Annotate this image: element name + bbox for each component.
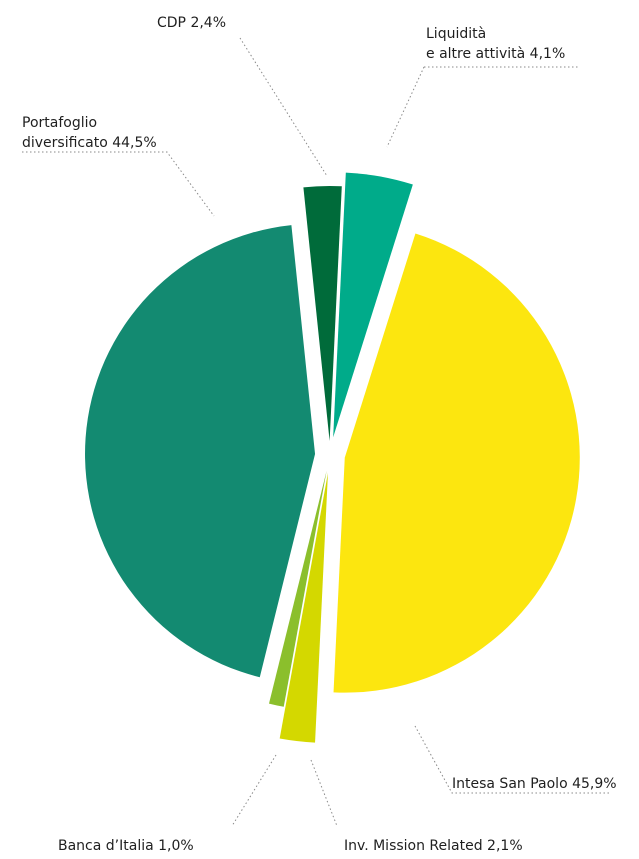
- label-banca: Banca d’Italia 1,0%: [58, 838, 194, 854]
- leader-line-banca: [231, 754, 277, 827]
- pie-slice-cdp: [303, 186, 342, 442]
- label-inv: Inv. Mission Related 2,1%: [344, 838, 523, 854]
- label-liquidita-line2: e altre attività 4,1%: [426, 46, 565, 62]
- pie-slice-portafoglio-diversificato: [85, 225, 316, 678]
- pie-slices: [85, 172, 580, 743]
- leader-line-cdp: [239, 37, 328, 177]
- label-liquidita-line1: Liquidità: [426, 26, 486, 42]
- pie-slice-liquidit-e-altre-attivit: [333, 172, 413, 438]
- leader-line-intesa: [414, 725, 610, 794]
- label-intesa: Intesa San Paolo 45,9%: [452, 776, 617, 792]
- pie-slice-banca-d-italia: [268, 470, 327, 707]
- leader-line-liquidita: [386, 66, 580, 148]
- leader-line-inv: [310, 759, 338, 827]
- pie-slice-inv-mission-related: [279, 472, 328, 743]
- label-portafoglio-line2: diversificato 44,5%: [22, 135, 157, 151]
- pie-slice-intesa-san-paolo: [333, 233, 580, 693]
- label-cdp: CDP 2,4%: [157, 15, 226, 31]
- label-portafoglio-line1: Portafoglio: [22, 115, 97, 131]
- leader-line-portafoglio: [22, 151, 215, 217]
